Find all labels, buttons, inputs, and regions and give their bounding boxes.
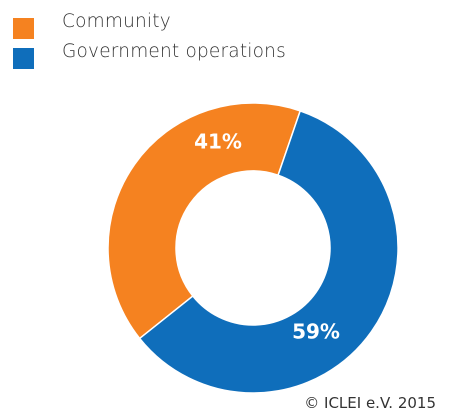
donut-slice-government-operations [138, 109, 399, 394]
legend-label-community: Community [62, 11, 171, 32]
legend-swatch-community [13, 18, 34, 39]
donut-slice-community [107, 102, 302, 340]
data-label-community: 41% [194, 130, 242, 154]
data-label-government-operations: 59% [292, 320, 340, 344]
copyright-notice: © ICLEI e.V. 2015 [304, 394, 436, 412]
legend-label-government-operations: Government operations [62, 41, 286, 62]
legend-swatch-government-operations [13, 48, 34, 69]
